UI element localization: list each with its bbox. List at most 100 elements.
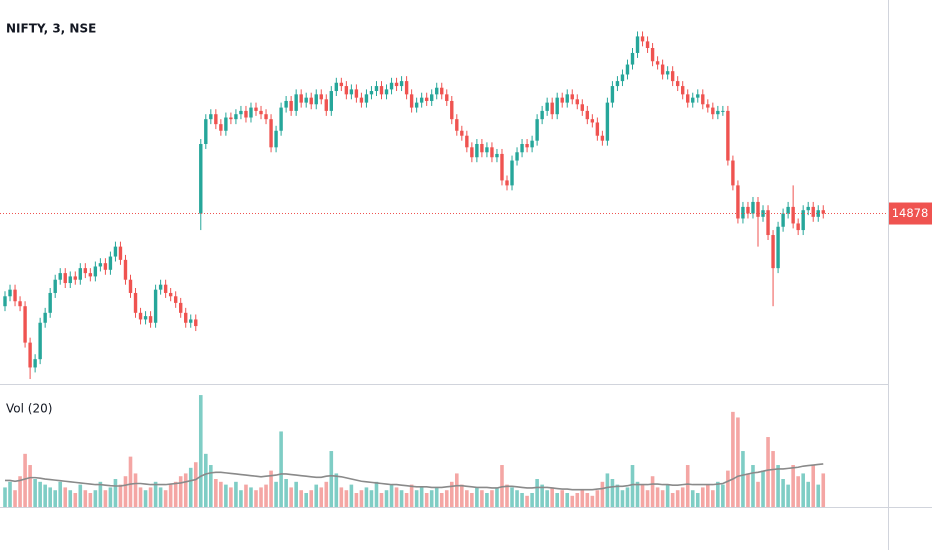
plot — [0, 31, 888, 507]
volume-bar — [113, 479, 118, 507]
candle-body — [294, 94, 298, 111]
volume-bar — [460, 484, 464, 507]
candle-body — [485, 147, 489, 153]
candle-body — [430, 94, 434, 101]
candle-body — [184, 312, 188, 323]
volume-bar — [374, 481, 379, 507]
volume-bar — [23, 453, 27, 507]
candle-body — [73, 276, 77, 280]
volume-bar — [359, 490, 364, 507]
volume-bar — [610, 479, 615, 507]
candle-body — [234, 114, 238, 120]
candle-body — [214, 114, 218, 125]
volume-bar — [490, 490, 494, 507]
candle-body — [495, 153, 499, 158]
volume-bar — [279, 431, 283, 507]
volume-bar — [163, 490, 168, 507]
candle-body — [530, 140, 534, 148]
volume-bar — [8, 481, 12, 507]
candle-body — [525, 144, 529, 148]
candle-body — [344, 86, 349, 95]
volume-bar — [214, 479, 218, 507]
candle-body — [665, 71, 670, 75]
candle-body — [43, 312, 47, 323]
candle-body — [731, 160, 735, 186]
volume-bar — [736, 417, 740, 507]
candle-body — [766, 210, 770, 236]
volume-bar — [756, 481, 760, 507]
candle-body — [3, 296, 7, 307]
volume-bar — [500, 465, 504, 507]
volume-bar — [133, 473, 138, 507]
volume-bar — [118, 484, 123, 507]
candle-body — [219, 124, 223, 131]
volume-bar — [495, 487, 499, 507]
candle-body — [48, 292, 52, 313]
volume-bar — [239, 490, 243, 507]
candle-body — [123, 259, 128, 280]
candle-body — [761, 210, 765, 217]
volume-bar — [480, 490, 484, 507]
volume-bar — [806, 481, 810, 507]
candle-body — [324, 99, 328, 111]
candle-body — [650, 48, 655, 62]
volume-label: Vol (20) — [6, 402, 52, 416]
candle-body — [349, 89, 354, 95]
candle-body — [204, 119, 208, 144]
candle-body — [209, 114, 213, 120]
candle-body — [249, 107, 253, 118]
volume-bar — [409, 484, 414, 507]
candle-body — [545, 102, 549, 111]
candle-body — [359, 97, 364, 103]
volume-bar — [264, 484, 268, 507]
candle-body — [394, 82, 399, 87]
candle-body — [595, 122, 600, 136]
candle-body — [199, 144, 203, 214]
candle-body — [88, 273, 93, 277]
volume-ma-line — [5, 463, 824, 491]
volume-bar — [158, 487, 163, 507]
volume-bar — [470, 493, 474, 507]
candle-body — [224, 117, 228, 131]
volume-bar — [294, 481, 298, 507]
volume-bar — [168, 484, 173, 507]
volume-bar — [354, 493, 359, 507]
volume-bar — [781, 479, 785, 507]
candle-body — [304, 97, 308, 103]
volume-bar — [475, 487, 479, 507]
candle-body — [63, 273, 67, 284]
volume-bar — [625, 487, 630, 507]
candle-body — [741, 206, 745, 219]
volume-bar — [183, 473, 188, 507]
volume-bar — [510, 487, 514, 507]
volume-bar — [123, 476, 128, 507]
volume-bar — [73, 493, 78, 507]
volume-bar — [515, 490, 519, 507]
volume-bar — [138, 487, 143, 507]
candle-body — [8, 289, 12, 297]
volume-bar — [680, 487, 685, 507]
volume-bar — [209, 465, 213, 507]
volume-bar — [635, 481, 640, 507]
volume-bar — [675, 490, 680, 507]
volume-bar — [249, 487, 253, 507]
candle-body — [419, 97, 424, 103]
volume-bar — [349, 484, 354, 507]
candle-body — [445, 94, 449, 101]
candle-body — [128, 279, 133, 293]
candle-body — [751, 201, 755, 214]
volume-bar — [575, 493, 580, 507]
candle-body — [153, 289, 158, 323]
volume-bar — [801, 473, 805, 507]
volume-bar — [53, 490, 57, 507]
candle-body — [289, 100, 293, 111]
candle-body — [520, 144, 524, 153]
volume-bar — [269, 470, 273, 507]
volume-bar — [766, 437, 770, 507]
volume-bar — [545, 490, 549, 507]
volume-bar — [741, 451, 745, 507]
volume-bar — [63, 487, 68, 507]
volume-bar — [244, 484, 248, 507]
volume-bar — [605, 473, 610, 507]
volume-bar — [404, 493, 409, 507]
